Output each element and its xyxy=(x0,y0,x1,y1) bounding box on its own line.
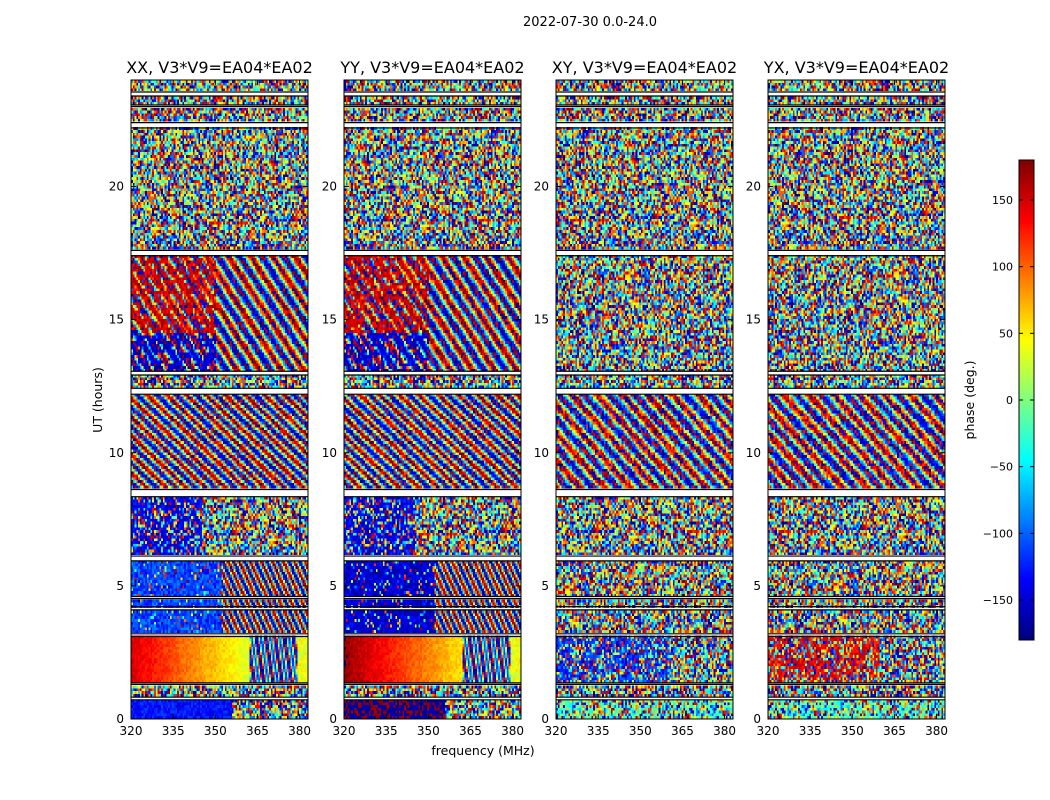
y-tick-label: 20 xyxy=(534,180,549,194)
y-tick-label: 15 xyxy=(534,313,549,327)
x-tick-label: 320 xyxy=(333,724,356,738)
panel-yx: YX, V3*V9=EA04*EA02 320 335 350 365 380 0 5 10 15… xyxy=(746,58,949,738)
x-axis-label: frequency (MHz) xyxy=(431,743,534,758)
y-tick-label: 0 xyxy=(753,712,761,726)
colorbar-tick-label: −50 xyxy=(990,461,1013,474)
panel-yy: YY, V3*V9=EA04*EA02 320 335 350 365 380 0 5 10 15… xyxy=(322,58,525,738)
y-tick-label: 10 xyxy=(322,446,337,460)
panel-xy: XY, V3*V9=EA04*EA02 320 335 350 365 380 0 5 10 15… xyxy=(534,58,737,738)
x-tick-label: 365 xyxy=(459,724,482,738)
y-tick-label: 0 xyxy=(541,712,549,726)
y-tick-label: 0 xyxy=(329,712,337,726)
panel-title: XY, V3*V9=EA04*EA02 xyxy=(552,58,737,77)
x-tick-label: 350 xyxy=(204,724,227,738)
x-tick-label: 380 xyxy=(288,724,311,738)
x-tick-label: 335 xyxy=(375,724,398,738)
x-tick-label: 380 xyxy=(713,724,736,738)
y-tick-label: 10 xyxy=(109,446,124,460)
x-tick-label: 350 xyxy=(841,724,864,738)
colorbar-gradient xyxy=(1019,160,1034,640)
x-tick-label: 365 xyxy=(883,724,906,738)
y-tick-label: 10 xyxy=(534,446,549,460)
heatmap-image xyxy=(344,80,521,719)
x-tick-label: 320 xyxy=(757,724,780,738)
colorbar-tick-label: 0 xyxy=(1006,394,1013,407)
y-tick-label: 15 xyxy=(322,313,337,327)
y-tick-label: 10 xyxy=(746,446,761,460)
y-tick-label: 5 xyxy=(541,579,549,593)
x-tick-label: 365 xyxy=(671,724,694,738)
panel-title: XX, V3*V9=EA04*EA02 xyxy=(126,58,313,77)
colorbar-label: phase (deg.) xyxy=(962,361,977,440)
y-tick-label: 15 xyxy=(109,313,124,327)
x-tick-label: 350 xyxy=(417,724,440,738)
x-tick-label: 380 xyxy=(925,724,948,738)
panels-group: XX, V3*V9=EA04*EA02 320 335 350 365 380 0 5 10 15… xyxy=(109,58,949,738)
y-axis-label: UT (hours) xyxy=(90,367,105,433)
x-tick-label: 320 xyxy=(120,724,143,738)
heatmap-image xyxy=(556,80,733,719)
heatmap-image xyxy=(131,80,308,719)
colorbar-tick-label: −100 xyxy=(983,527,1013,540)
panel-title: YY, V3*V9=EA04*EA02 xyxy=(339,58,524,77)
y-tick-label: 15 xyxy=(746,313,761,327)
x-tick-label: 335 xyxy=(162,724,185,738)
colorbar: 150 100 50 0 −50 −100 −150 phase (deg.) xyxy=(962,159,1035,641)
y-tick-label: 5 xyxy=(329,579,337,593)
panel-frame xyxy=(767,79,946,720)
colorbar-tick-label: 150 xyxy=(992,194,1013,207)
y-tick-label: 20 xyxy=(746,180,761,194)
colorbar-tick-label: 100 xyxy=(992,261,1013,274)
y-tick-label: 20 xyxy=(109,180,124,194)
y-tick-label: 5 xyxy=(753,579,761,593)
x-tick-label: 320 xyxy=(545,724,568,738)
colorbar-tick-label: 50 xyxy=(999,327,1013,340)
panel-frame xyxy=(555,79,734,720)
x-tick-label: 380 xyxy=(501,724,524,738)
heatmap-image xyxy=(768,80,945,719)
x-tick-label: 350 xyxy=(629,724,652,738)
x-tick-label: 335 xyxy=(587,724,610,738)
y-tick-label: 20 xyxy=(322,180,337,194)
panel-title: YX, V3*V9=EA04*EA02 xyxy=(763,58,949,77)
figure-suptitle: 2022-07-30 0.0-24.0 xyxy=(523,15,657,30)
panel-xx: XX, V3*V9=EA04*EA02 320 335 350 365 380 0 5 10 15… xyxy=(109,58,313,738)
colorbar-tick-label: −150 xyxy=(983,594,1013,607)
y-tick-label: 0 xyxy=(116,712,124,726)
panel-frame xyxy=(343,79,522,720)
y-tick-label: 5 xyxy=(116,579,124,593)
x-tick-label: 365 xyxy=(246,724,269,738)
x-tick-label: 335 xyxy=(799,724,822,738)
panel-frame xyxy=(130,79,309,720)
